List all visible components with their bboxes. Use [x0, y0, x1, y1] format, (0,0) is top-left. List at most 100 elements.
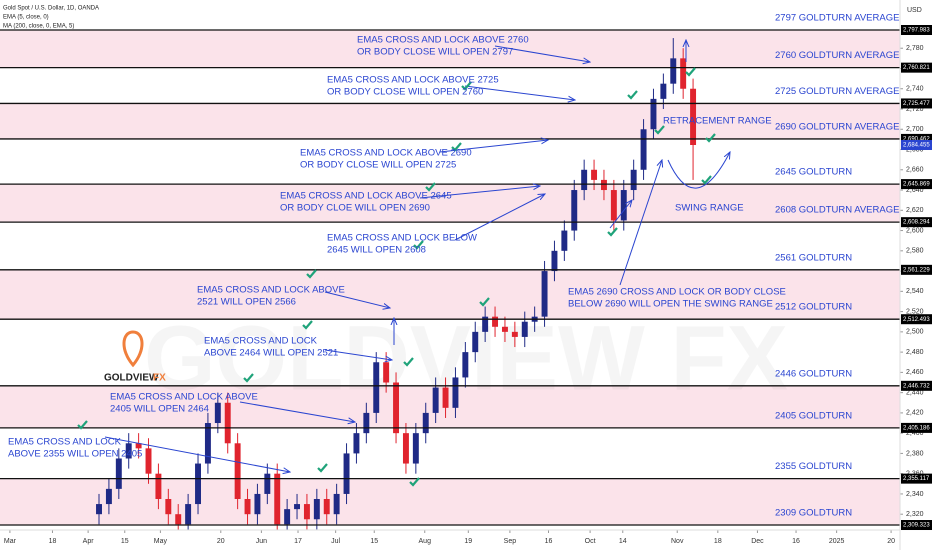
level-name: 2561 GOLDTURN [775, 252, 852, 263]
zone [0, 184, 900, 223]
range-label: SWING RANGE [675, 203, 744, 214]
currency: USD [907, 7, 922, 14]
level-name: 2309 GOLDTURN [775, 508, 852, 519]
candle-body [501, 326, 508, 332]
x-tick-label: 20 [887, 538, 895, 545]
annotation: EMA5 CROSS AND LOCK ABOVE [197, 285, 345, 296]
y-tick-label: 2,340 [906, 491, 924, 498]
annotation: EMA5 CROSS AND LOCK ABOVE 2645 [280, 191, 452, 202]
level-name: 2760 GOLDTURN AVERAGE [775, 50, 899, 61]
candle-body [244, 499, 251, 515]
level-tag-label: 2,405.186 [903, 425, 930, 431]
level-name: 2355 GOLDTURN [775, 461, 852, 472]
level-tag [901, 62, 932, 73]
candle-body [511, 331, 518, 337]
candle-body [294, 504, 300, 510]
x-tick-label: 15 [370, 538, 378, 545]
level-name: 2608 GOLDTURN AVERAGE [775, 205, 899, 216]
level-tag-label: 2,690.462 [903, 136, 930, 142]
y-tick-label: 2,720 [906, 106, 924, 113]
level-tag [901, 133, 932, 144]
candle-body [224, 402, 231, 444]
brand: GOLDVIEW [104, 373, 159, 384]
candle-body [254, 493, 261, 515]
chart-title: Gold Spot / U.S. Dollar, 1D, OANDA [3, 6, 99, 12]
candle-body [472, 331, 479, 353]
annotation: 2645 WILL OPEN 2608 [327, 245, 426, 256]
range-label: RETRACEMENT RANGE [663, 116, 772, 127]
y-tick-label: 2,780 [906, 45, 924, 52]
candle-body [432, 387, 439, 413]
annotation: EMA5 CROSS AND LOCK ABOVE 2725 [327, 75, 499, 86]
x-tick-label: Oct [585, 538, 596, 545]
candle-body [105, 488, 112, 505]
last-price-label: 2,684.455 [903, 143, 930, 149]
arrows [104, 40, 730, 472]
candle-body [313, 499, 320, 520]
y-tick-label: 2,440 [906, 389, 924, 396]
candle-body [333, 493, 340, 515]
y-tick-label: 2,540 [906, 288, 924, 295]
candle-body [165, 499, 172, 515]
y-tick-label: 2,320 [906, 511, 924, 518]
level-tag-label: 2,355.117 [903, 476, 930, 482]
y-tick-label: 2,400 [906, 430, 924, 437]
y-tick-label: 2,600 [906, 227, 924, 234]
candle-body [422, 412, 429, 434]
x-tick-label: Apr [83, 538, 95, 545]
level-tag [901, 422, 932, 433]
y-tick-label: 2,460 [906, 369, 924, 376]
level-tag-label: 2,645.869 [903, 182, 930, 188]
y-tick-label: 2,640 [906, 187, 924, 194]
x-tick-label: Jul [331, 538, 340, 545]
y-tick-label: 2,740 [906, 86, 924, 93]
candle-body [610, 190, 617, 221]
x-tick-label: Jun [256, 538, 267, 545]
zone [0, 269, 900, 320]
y-tick-label: 2,620 [906, 207, 924, 214]
candle-body [452, 377, 459, 408]
candle-body [175, 514, 182, 525]
annotation: OR BODY CLOSE WILL OPEN 2725 [300, 160, 456, 171]
level-name: 2512 GOLDTURN [775, 302, 852, 313]
x-tick-label: Mar [4, 538, 17, 545]
level-tag-label: 2,760.821 [903, 65, 930, 71]
level-tag [901, 520, 932, 531]
annotation: 2521 WILL OPEN 2566 [197, 297, 296, 308]
level-tag [901, 25, 932, 36]
level-tag [901, 380, 932, 391]
annotation: ABOVE 2355 WILL OPEN 2405 [8, 449, 142, 460]
candle-body [264, 473, 271, 494]
candle-body [600, 179, 607, 191]
candle-body [402, 433, 409, 464]
annotation: EMA5 2690 CROSS AND LOCK OR BODY CLOSE [568, 287, 786, 298]
level-tag-label: 2,512.493 [903, 317, 930, 323]
candle-body [214, 402, 221, 424]
x-tick-label: 15 [121, 538, 129, 545]
x-tick-label: 18 [714, 538, 722, 545]
x-tick-label: May [154, 538, 168, 545]
candle-body [195, 463, 201, 505]
candle-body [462, 352, 469, 378]
x-tick-label: 14 [619, 538, 627, 545]
candle-body [135, 443, 142, 449]
level-tag [901, 217, 932, 228]
zone [0, 30, 900, 68]
level-name: 2797 GOLDTURN AVERAGE [775, 13, 899, 24]
y-tick-label: 2,500 [906, 329, 924, 336]
candle-body [353, 433, 360, 454]
candle-body [383, 362, 390, 383]
x-tick-label: Nov [671, 538, 684, 545]
brand-suffix: FX [153, 373, 166, 384]
indicator: EMA (5, close, 0) [3, 15, 49, 21]
level-name: 2446 GOLDTURN [775, 368, 852, 379]
candle-body [204, 423, 211, 464]
candle-body [492, 316, 499, 327]
level-name: 2690 GOLDTURN AVERAGE [775, 121, 899, 132]
level-tag [901, 473, 932, 484]
candle-body [115, 458, 122, 489]
annotation: EMA5 CROSS AND LOCK ABOVE 2760 [357, 35, 529, 46]
annotation: EMA5 CROSS AND LOCK [8, 437, 122, 448]
annotation: OR BODY CLOSE WILL OPEN 2797 [357, 47, 513, 58]
level-tag-label: 2,561.229 [903, 267, 930, 273]
